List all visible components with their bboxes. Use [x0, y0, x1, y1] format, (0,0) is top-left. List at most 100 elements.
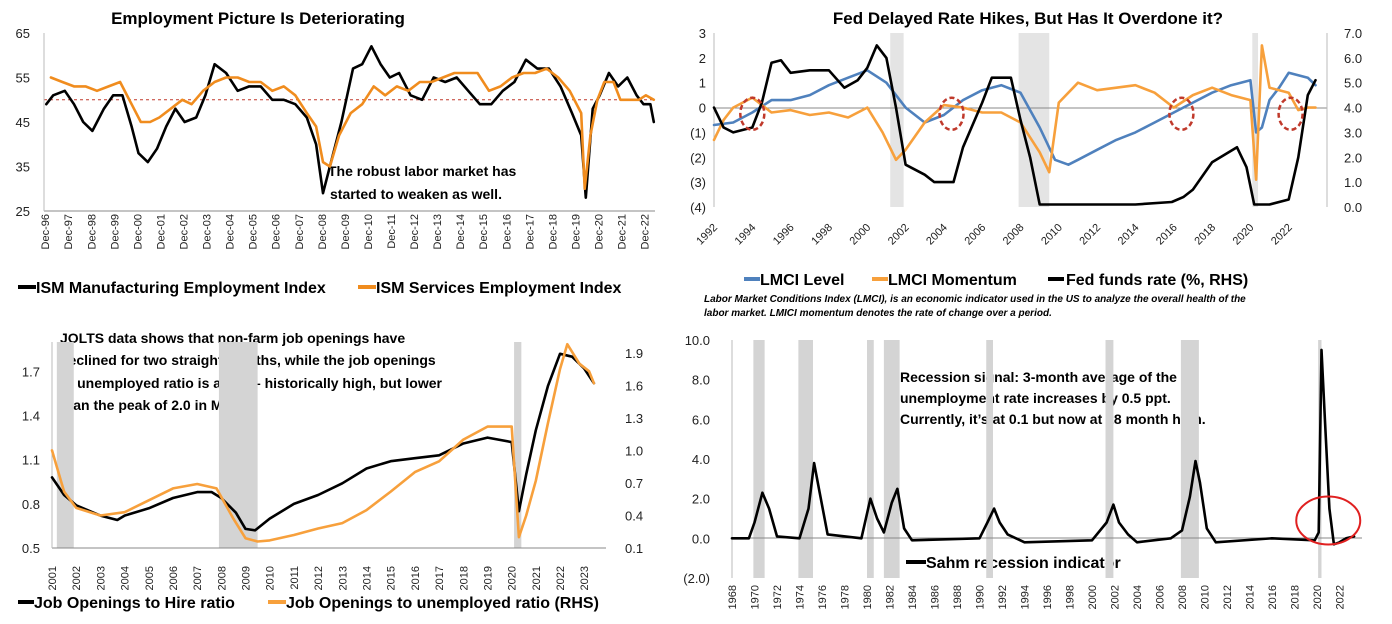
lmci-x-tick-label: 2018 [1192, 222, 1218, 248]
sahm-y-tick-label: 6.0 [692, 412, 710, 427]
lmci-legend-momentum-label: LMCI Momentum [888, 272, 1017, 289]
sahm-recession-band [1180, 340, 1199, 578]
jolts-series-line-job-openings-to-unemployed-ratio-rhs [50, 342, 596, 543]
sahm-recession-band [798, 340, 813, 578]
jolts-x-tick-label: 2016 [410, 566, 422, 590]
sahm-x-tick-label: 1988 [952, 585, 964, 609]
ism-x-tick-label: Dec-18 [547, 214, 559, 249]
plot-layer: 25 35 45 55 65 Dec-96 Dec-97 Dec-98 Dec-99 Dec-00… [16, 26, 1363, 609]
ism-x-tick-label: Dec-01 [155, 214, 167, 249]
sahm-x-tick-label: 1994 [1020, 585, 1032, 609]
lmci-x-tick-label: 2020 [1231, 222, 1257, 248]
lmci-y-tick-label: 1 [699, 76, 706, 91]
ism-x-tick-label: Dec-12 [409, 214, 421, 249]
sahm-y-tick-label: 0.0 [692, 531, 710, 546]
lmci-y2-tick-label: 5.0 [1344, 76, 1362, 91]
lmci-y-tick-label: (4) [690, 200, 706, 215]
jolts-y-tick-label: 1.4 [22, 409, 40, 424]
ism-x-tick-label: Dec-00 [132, 214, 144, 249]
lmci-x-tick-label: 1994 [733, 222, 759, 248]
lmci-legend-level-label: LMCI Level [760, 272, 844, 289]
lmci-x-tick-label: 2014 [1116, 222, 1142, 248]
lmci-x-tick-label: 2012 [1077, 222, 1103, 248]
sahm-x-tick-label: 2004 [1132, 585, 1144, 609]
sahm-x-tick-label: 2016 [1267, 585, 1279, 609]
lmci-footnote-line-2: labor market. LMICI momentum denotes the… [704, 308, 1052, 319]
sahm-x-tick-label: 1972 [772, 585, 784, 609]
sahm-y-tick-label: 2.0 [692, 492, 710, 507]
lmci-y-tick-label: (1) [690, 125, 706, 140]
jolts-legend-hire-label: Job Openings to Hire ratio [34, 595, 235, 612]
ism-x-tick-label: Dec-97 [63, 214, 75, 249]
lmci-y2-tick-label: 4.0 [1344, 101, 1362, 116]
jolts-y2-tick-label: 0.7 [625, 476, 643, 491]
lmci-y2-tick-label: 7.0 [1344, 26, 1362, 41]
sahm-x-tick-label: 2006 [1155, 585, 1167, 609]
jolts-x-tick-label: 2006 [168, 566, 180, 590]
ism-x-tick-label: Dec-05 [248, 214, 260, 249]
jolts-annotation-line-1: JOLTS data shows that non-farm job openi… [60, 330, 405, 346]
sahm-recession-band [1105, 340, 1114, 578]
jolts-x-tick-label: 2013 [337, 566, 349, 590]
ism-x-tick-label: Dec-11 [386, 214, 398, 249]
sahm-x-tick-label: 1998 [1065, 585, 1077, 609]
sahm-recession-band [883, 340, 900, 578]
lmci-x-tick-label: 2008 [1001, 222, 1027, 248]
sahm-x-tick-label: 1992 [997, 585, 1009, 609]
jolts-x-tick-label: 2005 [144, 566, 156, 590]
lmci-x-tick-label: 2004 [924, 222, 950, 248]
ism-x-tick-label: Dec-08 [317, 214, 329, 249]
lmci-legend-fedfunds-label: Fed funds rate (%, RHS) [1066, 272, 1248, 289]
lmci-x-tick-label: 2000 [848, 222, 874, 248]
ism-x-tick-label: Dec-09 [340, 214, 352, 249]
sahm-x-tick-label: 2000 [1087, 585, 1099, 609]
sahm-x-tick-label: 1986 [930, 585, 942, 609]
ism-x-tick-label: Dec-04 [225, 214, 237, 249]
sahm-y-tick-label: 10.0 [685, 333, 710, 348]
sahm-x-tick-label: 1978 [840, 585, 852, 609]
lmci-x-tick-label: 1992 [694, 222, 720, 248]
jolts-y2-tick-label: 1.3 [625, 411, 643, 426]
sahm-recession-band [986, 340, 993, 578]
sahm-x-tick-label: 1974 [795, 585, 807, 609]
ism-x-tick-label: Dec-22 [640, 214, 652, 249]
sahm-x-tick-label: 1996 [1042, 585, 1054, 609]
sahm-x-tick-label: 1984 [907, 585, 919, 609]
ism-y-tick-label: 35 [16, 160, 30, 175]
lmci-footnote-line-1: Labor Market Conditions Index (LMCI), is… [704, 294, 1246, 305]
sahm-annotation-line-1: Recession signal: 3-month average of the [900, 369, 1177, 385]
lmci-y-tick-label: (3) [690, 175, 706, 190]
jolts-x-tick-label: 2004 [120, 566, 132, 590]
sahm-x-tick-label: 2014 [1245, 585, 1257, 609]
lmci-highlight-circle [1168, 96, 1195, 132]
jolts-recession-band [56, 342, 74, 548]
jolts-series-line-job-openings-to-hire-ratio [50, 352, 596, 532]
lmci-y2-tick-label: 1.0 [1344, 175, 1362, 190]
ism-y-tick-label: 25 [16, 204, 30, 219]
lmci-x-tick-label: 2010 [1039, 222, 1065, 248]
sahm-x-tick-label: 2010 [1200, 585, 1212, 609]
lmci-y-tick-label: 0 [699, 101, 706, 116]
sahm-x-tick-label: 1982 [885, 585, 897, 609]
lmci-highlight-circle [938, 96, 965, 132]
jolts-x-tick-label: 2008 [216, 566, 228, 590]
ism-x-tick-label: Dec-21 [617, 214, 629, 249]
ism-series-line-ism-manufacturing-employment-index [45, 45, 656, 199]
jolts-x-tick-label: 2007 [192, 566, 204, 590]
sahm-x-tick-label: 1970 [750, 585, 762, 609]
lmci-x-tick-label: 2022 [1269, 222, 1295, 248]
lmci-series-line-lmci-momentum [712, 44, 1317, 181]
ism-y-tick-label: 65 [16, 26, 30, 41]
sahm-y-tick-label: 4.0 [692, 452, 710, 467]
lmci-y2-tick-label: 0.0 [1344, 200, 1362, 215]
sahm-highlight-circle [1295, 495, 1362, 546]
lmci-y2-tick-label: 2.0 [1344, 150, 1362, 165]
ism-x-tick-label: Dec-02 [178, 214, 190, 249]
sahm-series-line-sahm-recession-indicator [730, 348, 1356, 546]
lmci-x-tick-label: 2006 [963, 222, 989, 248]
jolts-x-tick-label: 2019 [482, 566, 494, 590]
sahm-x-tick-label: 2002 [1110, 585, 1122, 609]
lmci-series-line-lmci-level [712, 69, 1317, 166]
jolts-y2-tick-label: 1.9 [625, 346, 643, 361]
